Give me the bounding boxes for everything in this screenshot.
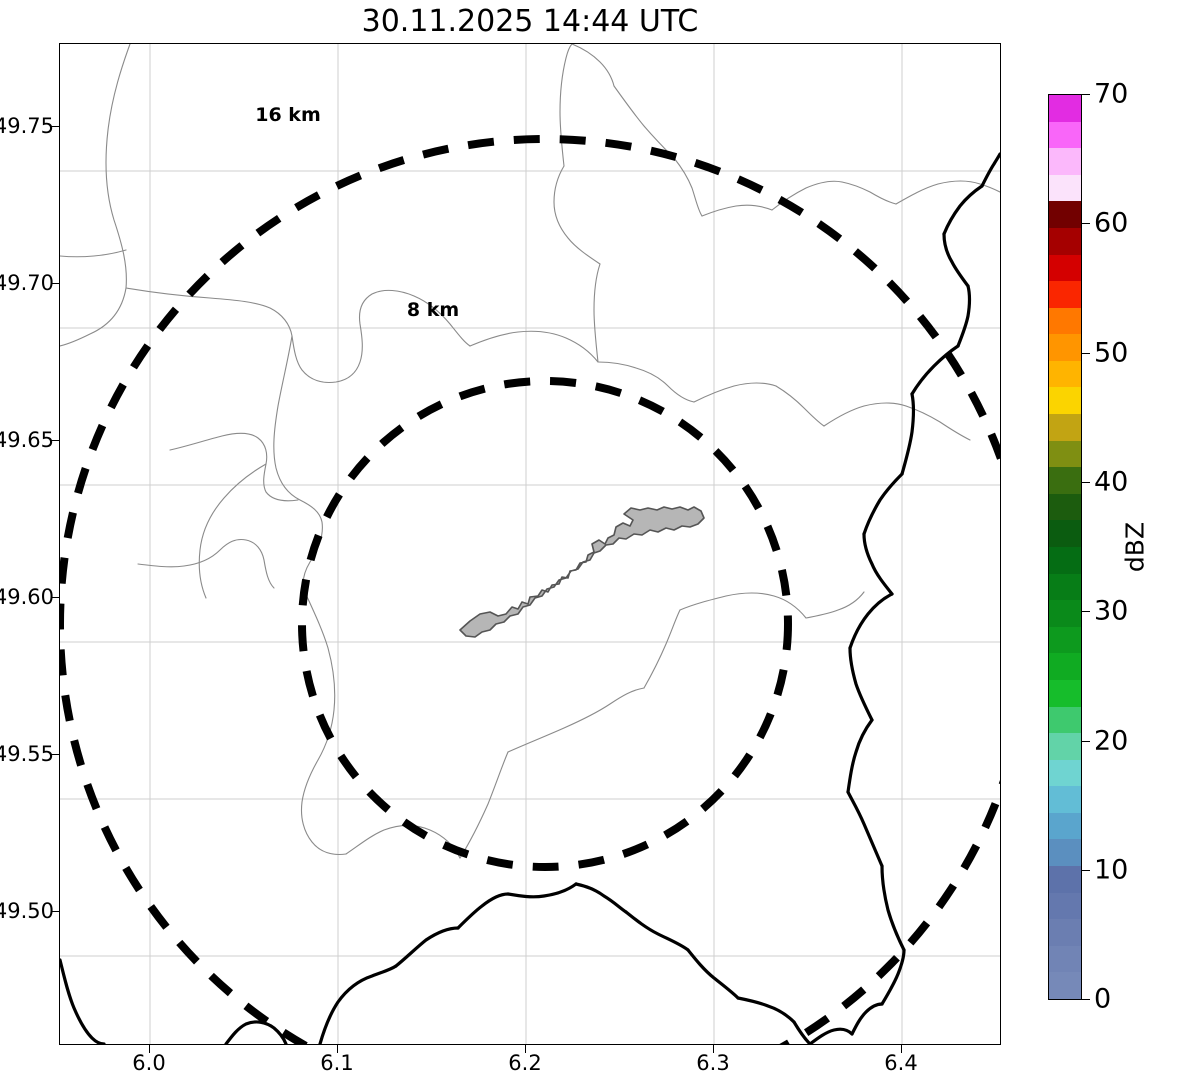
colorbar-band bbox=[1049, 891, 1081, 920]
colorbar-tick-label-70: 70 bbox=[1094, 78, 1129, 110]
colorbar-tick-mark bbox=[1082, 611, 1090, 613]
colorbar-tick-mark bbox=[1082, 353, 1090, 355]
colorbar-tick-label-40: 40 bbox=[1094, 466, 1129, 498]
colorbar-tick-label-20: 20 bbox=[1094, 725, 1129, 757]
xtick-mark bbox=[525, 1045, 527, 1053]
range-ring-16km-label: 16 km bbox=[255, 104, 321, 126]
colorbar-tick-label-60: 60 bbox=[1094, 207, 1129, 239]
colorbar-tick-mark bbox=[1082, 999, 1090, 1001]
ytick-mark bbox=[51, 126, 59, 128]
range-ring-8km bbox=[298, 377, 792, 871]
colorbar-band bbox=[1049, 838, 1081, 867]
ytick-mark bbox=[51, 911, 59, 913]
ytick-label-49.60: 49.60 bbox=[0, 585, 54, 609]
colorbar-band bbox=[1049, 439, 1081, 468]
colorbar-tick-label-0: 0 bbox=[1094, 983, 1112, 1015]
colorbar-band bbox=[1049, 864, 1081, 893]
ytick-label-49.65: 49.65 bbox=[0, 428, 54, 452]
colorbar-band bbox=[1049, 95, 1081, 122]
colorbar-tick-label-10: 10 bbox=[1094, 854, 1129, 886]
xtick-mark bbox=[149, 1045, 151, 1053]
colorbar-band bbox=[1049, 147, 1081, 175]
colorbar-band bbox=[1049, 173, 1081, 202]
ytick-label-49.70: 49.70 bbox=[0, 271, 54, 295]
range-ring-16km bbox=[60, 135, 1000, 1044]
xtick-label-6.3: 6.3 bbox=[696, 1051, 730, 1075]
colorbar-band bbox=[1049, 386, 1081, 415]
colorbar-band bbox=[1049, 625, 1081, 654]
xtick-label-6.2: 6.2 bbox=[508, 1051, 542, 1075]
colorbar-tick-mark bbox=[1082, 741, 1090, 743]
colorbar-band bbox=[1049, 705, 1081, 734]
range-rings bbox=[60, 135, 1000, 1044]
colorbar-band bbox=[1049, 412, 1081, 441]
colorbar-band bbox=[1049, 572, 1081, 601]
colorbar-band bbox=[1049, 519, 1081, 547]
ytick-mark bbox=[51, 754, 59, 756]
colorbar-band bbox=[1049, 466, 1081, 494]
colorbar-band bbox=[1049, 918, 1081, 946]
grid-lines bbox=[60, 44, 1000, 1044]
ytick-mark bbox=[51, 597, 59, 599]
urban-area-polygon bbox=[459, 506, 705, 638]
colorbar-band bbox=[1049, 971, 1081, 999]
page-title: 30.11.2025 14:44 UTC bbox=[361, 4, 699, 39]
colorbar-band bbox=[1049, 200, 1081, 228]
ytick-label-49.75: 49.75 bbox=[0, 114, 54, 138]
colorbar-band bbox=[1049, 226, 1081, 255]
colorbar-axis-label: dBZ bbox=[1120, 521, 1150, 573]
colorbar-band bbox=[1049, 785, 1081, 813]
colorbar-band bbox=[1049, 758, 1081, 787]
ytick-label-49.50: 49.50 bbox=[0, 899, 54, 923]
colorbar-tick-mark bbox=[1082, 223, 1090, 225]
xtick-mark bbox=[901, 1045, 903, 1053]
colorbar-tick-label-50: 50 bbox=[1094, 337, 1129, 369]
colorbar-band bbox=[1049, 492, 1081, 521]
colorbar-band bbox=[1049, 944, 1081, 973]
colorbar-band bbox=[1049, 652, 1081, 680]
colorbar-tick-mark bbox=[1082, 482, 1090, 484]
colorbar-band bbox=[1049, 333, 1081, 361]
colorbar-tick-mark bbox=[1082, 870, 1090, 872]
ytick-label-49.55: 49.55 bbox=[0, 742, 54, 766]
xtick-label-6.1: 6.1 bbox=[320, 1051, 354, 1075]
colorbar[interactable] bbox=[1048, 94, 1082, 1000]
colorbar-band bbox=[1049, 359, 1081, 388]
colorbar-band bbox=[1049, 811, 1081, 840]
colorbar-band bbox=[1049, 678, 1081, 707]
range-ring-8km-label: 8 km bbox=[407, 299, 459, 321]
colorbar-tick-label-30: 30 bbox=[1094, 595, 1129, 627]
map-plot-area[interactable]: 16 km 8 km bbox=[59, 43, 1001, 1045]
colorbar-band bbox=[1049, 253, 1081, 282]
colorbar-band bbox=[1049, 545, 1081, 574]
colorbar-tick-mark bbox=[1082, 94, 1090, 96]
xtick-mark bbox=[337, 1045, 339, 1053]
ytick-mark bbox=[51, 283, 59, 285]
ytick-mark bbox=[51, 440, 59, 442]
country-border-lines bbox=[60, 152, 1000, 1044]
map-canvas: 16 km 8 km bbox=[60, 44, 1000, 1044]
colorbar-band bbox=[1049, 280, 1081, 308]
admin-boundary-lines bbox=[60, 44, 1000, 859]
xtick-label-6.4: 6.4 bbox=[884, 1051, 918, 1075]
colorbar-band bbox=[1049, 732, 1081, 760]
xtick-mark bbox=[713, 1045, 715, 1053]
colorbar-band bbox=[1049, 306, 1081, 335]
xtick-label-6.0: 6.0 bbox=[132, 1051, 166, 1075]
colorbar-band bbox=[1049, 599, 1081, 627]
colorbar-band bbox=[1049, 120, 1081, 149]
